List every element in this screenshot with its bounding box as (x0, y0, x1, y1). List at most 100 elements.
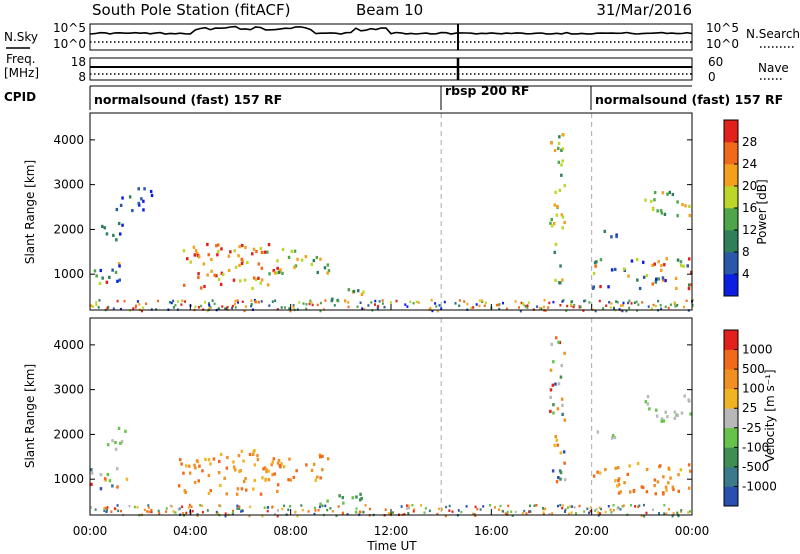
echo-cell (506, 513, 509, 516)
echo-cell (556, 407, 560, 411)
echo-cell (232, 278, 236, 282)
echo-cell (326, 271, 329, 275)
y-tick-label: 2000 (53, 427, 84, 441)
colorbar-tick-label: 25 (742, 401, 757, 415)
x-tick-label: 16:00 (474, 524, 509, 538)
echo-cell (319, 502, 322, 506)
x-tick-label: 00:00 (675, 524, 710, 538)
echo-cell (238, 245, 241, 249)
echo-cell (119, 307, 122, 311)
echo-cell (241, 243, 244, 248)
echo-cell (602, 307, 605, 310)
echo-cell (337, 299, 340, 303)
echo-cell (259, 246, 263, 251)
echo-cell (120, 509, 122, 513)
echo-cell (489, 504, 492, 507)
echo-cell (566, 506, 569, 509)
echo-cell (658, 512, 660, 515)
echo-cell (105, 510, 108, 514)
echo-cell (560, 148, 563, 152)
echo-cell (424, 507, 427, 510)
echo-cell (170, 505, 173, 508)
echo-cell (662, 492, 665, 496)
echo-cell (236, 507, 239, 510)
colorbar-segment (724, 330, 738, 350)
echo-cell (253, 478, 256, 483)
echo-cell (610, 436, 614, 440)
echo-cell (276, 514, 279, 518)
echo-cell (557, 146, 560, 150)
echo-cell (594, 309, 597, 313)
echo-cell (636, 461, 640, 466)
echo-cell (193, 253, 197, 257)
echo-cell (689, 412, 692, 416)
echo-cell (665, 257, 668, 261)
echo-cell (436, 512, 439, 516)
echo-cell (592, 271, 596, 276)
colorbar-tick-label: 20 (742, 179, 757, 193)
echo-cell (112, 307, 115, 310)
echo-cell (663, 512, 666, 515)
echo-cell (584, 299, 587, 302)
echo-cell (157, 299, 159, 303)
echo-cell (207, 491, 211, 495)
echo-cell (674, 303, 677, 307)
echo-cell (170, 301, 173, 305)
echo-cell (614, 466, 617, 470)
echo-cell (687, 511, 690, 514)
echo-cell (324, 299, 327, 302)
echo-cell (202, 262, 206, 266)
echo-cell (644, 400, 647, 404)
echo-cell (362, 290, 365, 294)
echo-cell (589, 506, 592, 509)
echo-cell (143, 508, 146, 512)
echo-cell (561, 412, 564, 416)
echo-cell (271, 300, 274, 303)
echo-cell (550, 342, 553, 346)
echo-cell (391, 511, 394, 514)
echo-cell (444, 514, 447, 518)
echo-cell (180, 462, 183, 466)
echo-cell (117, 426, 121, 430)
echo-cell (651, 508, 654, 511)
echo-cell (478, 304, 481, 308)
echo-cell (193, 480, 197, 485)
echo-cell (675, 286, 678, 290)
echo-cell (236, 492, 239, 496)
echo-cell (200, 304, 203, 308)
echo-cell (184, 300, 187, 303)
echo-cell (181, 505, 184, 508)
echo-cell (234, 265, 238, 269)
echo-cell (638, 504, 641, 507)
echo-cell (305, 307, 308, 311)
echo-cell (548, 513, 551, 516)
echo-cell (104, 507, 107, 510)
echo-cell (619, 490, 622, 494)
echo-cell (542, 507, 544, 510)
echo-cell (559, 477, 562, 481)
echo-cell (101, 276, 104, 280)
echo-cell (181, 299, 184, 302)
echo-cell (215, 244, 218, 248)
echo-cell (572, 305, 575, 309)
echo-cell (653, 484, 656, 488)
x-tick-label: 08:00 (273, 524, 308, 538)
echo-cell (655, 414, 659, 418)
echo-cell (289, 478, 292, 482)
echo-cell (514, 510, 517, 514)
echo-cell (90, 506, 93, 509)
echo-cell (431, 309, 434, 313)
x-tick-label: 04:00 (173, 524, 208, 538)
echo-cell (640, 514, 643, 517)
echo-cell (689, 510, 691, 513)
echo-cell (150, 508, 153, 512)
echo-cell (209, 489, 212, 493)
echo-cell (238, 263, 241, 267)
echo-cell (98, 299, 101, 302)
echo-cell (215, 274, 218, 278)
echo-cell (272, 457, 276, 461)
y-tick-label: 2000 (53, 222, 84, 236)
echo-cell (600, 507, 602, 511)
echo-cell (326, 499, 329, 503)
echo-cell (227, 268, 231, 273)
